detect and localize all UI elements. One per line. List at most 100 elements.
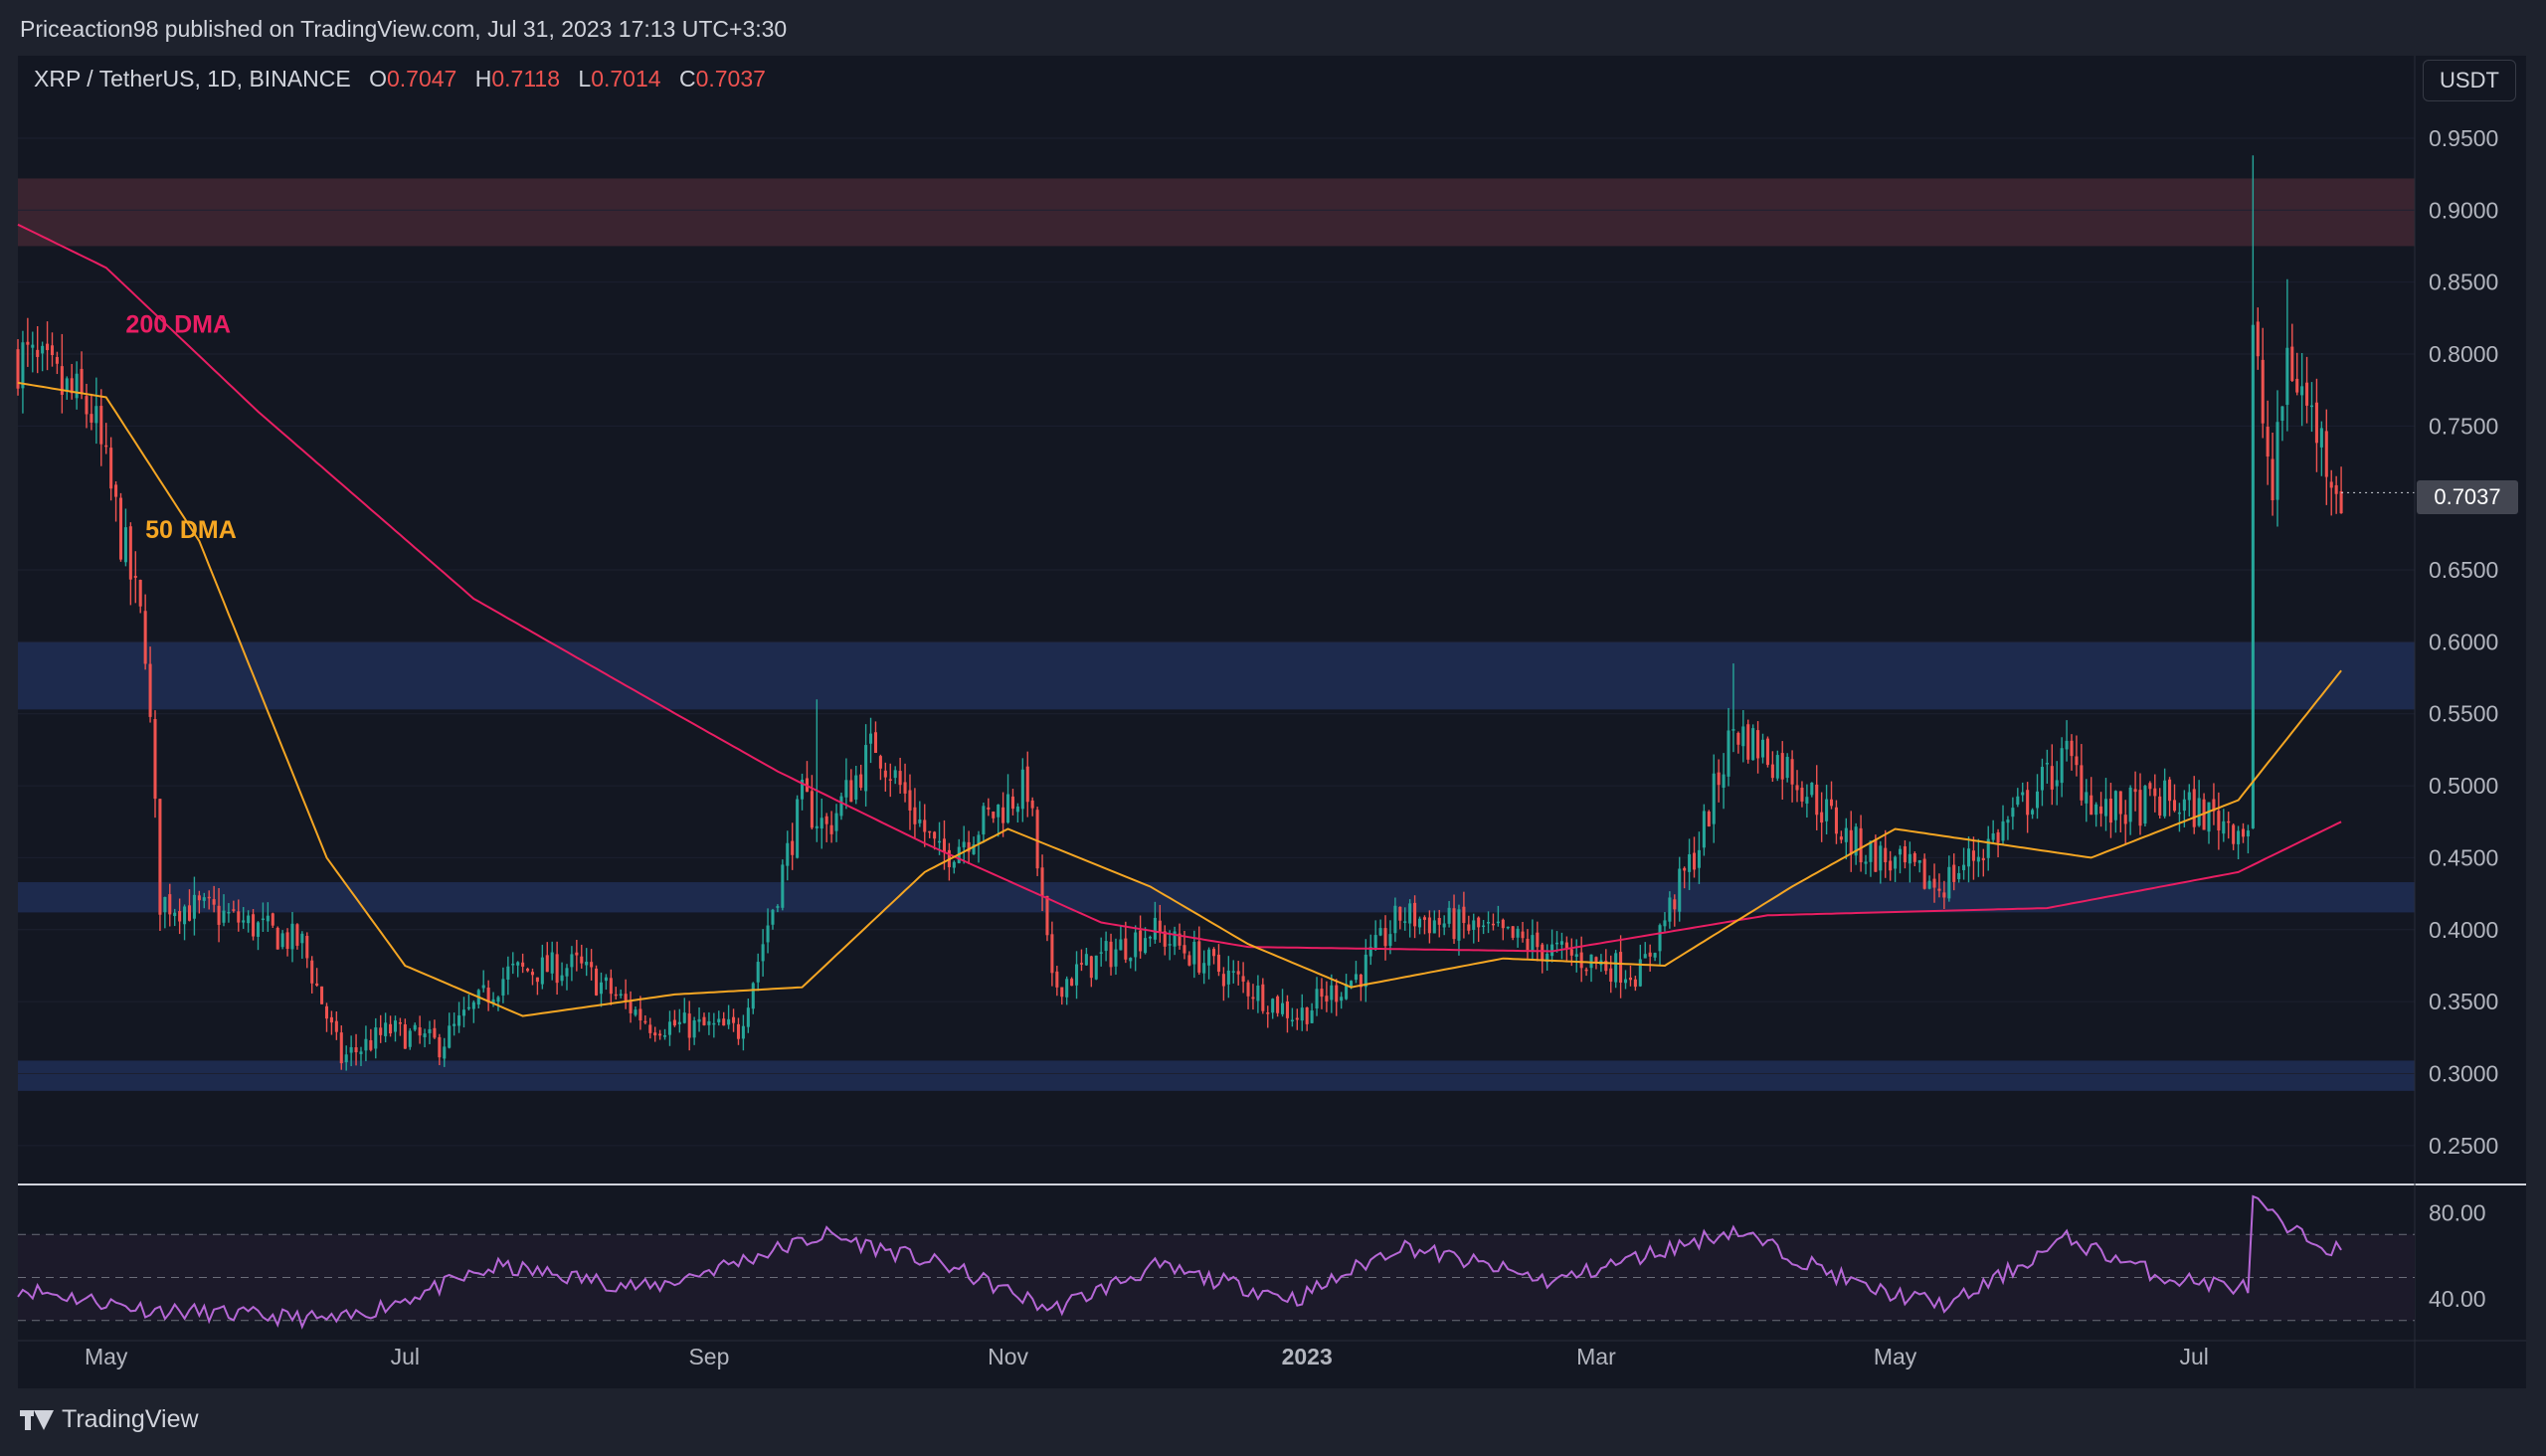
candle-body	[148, 663, 152, 717]
candle-body	[2133, 789, 2137, 793]
candle-body	[36, 349, 40, 357]
candle-body	[1163, 931, 1167, 947]
tradingview-logo[interactable]: TradingView	[20, 1405, 199, 1434]
publish-header: Priceaction98 published on TradingView.c…	[0, 0, 2546, 56]
candle-body	[1467, 924, 1471, 931]
candle-body	[334, 1020, 338, 1032]
candle-body	[530, 972, 535, 976]
candle-body	[1427, 917, 1431, 934]
candle-body	[1187, 955, 1191, 966]
candle-body	[687, 1013, 691, 1038]
candle-body	[2285, 347, 2289, 406]
candle-body	[247, 915, 251, 924]
candle-body	[1109, 941, 1113, 968]
candle-body	[2158, 796, 2162, 816]
candle-body	[2050, 766, 2054, 790]
candle-body	[1810, 782, 1814, 796]
candle-body	[1966, 848, 1971, 867]
candle-body	[2222, 820, 2226, 834]
candle-body	[1727, 730, 1730, 777]
candle-body	[580, 956, 584, 964]
candle-body	[819, 818, 823, 829]
candle-body	[1398, 906, 1402, 921]
currency-button[interactable]: USDT	[2423, 60, 2516, 101]
candle-body	[1908, 853, 1911, 864]
candle-body	[672, 1019, 676, 1026]
candle-body	[604, 977, 608, 982]
candle-body	[1422, 917, 1426, 920]
open-value: 0.7047	[387, 66, 457, 91]
candle-body	[2246, 830, 2250, 837]
candle-body	[1889, 860, 1893, 871]
candle-body	[1736, 732, 1740, 745]
candle-body	[1619, 952, 1623, 984]
candle-body	[1957, 872, 1961, 880]
candle-body	[55, 356, 59, 364]
candle-body	[295, 924, 299, 946]
candle-body	[1462, 906, 1466, 924]
candle-body	[1501, 919, 1505, 929]
candle-body	[2212, 799, 2216, 812]
candle-body	[1040, 867, 1044, 897]
candle-body	[987, 807, 991, 810]
candle-body	[667, 1021, 672, 1035]
candle-body	[1683, 867, 1687, 871]
candle-body	[898, 771, 902, 786]
candle-body	[448, 1025, 452, 1048]
candle-body	[369, 1039, 373, 1050]
candle-body	[300, 933, 304, 944]
candle-body	[1084, 954, 1088, 966]
candle-body	[183, 906, 187, 925]
candle-body	[285, 932, 289, 950]
candle-body	[977, 834, 981, 844]
candle-body	[1010, 796, 1014, 810]
high-value: 0.7118	[491, 66, 561, 91]
candle-body	[1942, 892, 1946, 898]
candle-body	[526, 968, 530, 972]
candle-body	[741, 1025, 745, 1039]
candle-body	[2177, 812, 2181, 815]
candle-body	[1173, 931, 1177, 947]
candle-body	[511, 963, 515, 966]
candle-body	[408, 1030, 412, 1047]
candle-body	[2280, 406, 2284, 422]
candle-body	[94, 406, 98, 424]
symbol-label[interactable]: XRP / TetherUS, 1D, BINANCE	[34, 66, 351, 91]
candle-body	[486, 988, 490, 1003]
candle-body	[540, 957, 544, 985]
candle-body	[379, 1027, 383, 1035]
candle-body	[1340, 997, 1344, 1001]
candle-body	[466, 1006, 470, 1009]
candle-body	[575, 952, 579, 956]
candle-body	[702, 1016, 706, 1025]
time-tick-label: Nov	[988, 1344, 1028, 1369]
candle-body	[599, 982, 604, 995]
candle-body	[104, 445, 108, 448]
candle-body	[1531, 935, 1535, 953]
candle-body	[535, 977, 539, 983]
candle-body	[1765, 738, 1769, 766]
candle-body	[118, 497, 123, 560]
price-tick-label: 0.4500	[2429, 844, 2498, 870]
candle-body	[271, 913, 274, 926]
chart-area[interactable]	[18, 56, 2526, 1388]
candle-body	[128, 526, 132, 580]
zone-support-3	[18, 1060, 2415, 1091]
candle-body	[237, 911, 241, 923]
candle-body	[2339, 491, 2343, 514]
candle-body	[796, 799, 800, 858]
candle-body	[471, 1001, 475, 1009]
time-tick-label: Sep	[688, 1344, 729, 1369]
candle-body	[1564, 942, 1568, 949]
candle-body	[1305, 1007, 1309, 1024]
candle-body	[1216, 954, 1220, 973]
candle-body	[1834, 807, 1838, 834]
candle-body	[364, 1038, 368, 1051]
candle-body	[2271, 458, 2274, 501]
candle-body	[1168, 944, 1172, 946]
candle-body	[1526, 938, 1530, 951]
candle-body	[590, 962, 594, 968]
candle-body	[197, 895, 201, 901]
candle-body	[2080, 765, 2084, 801]
